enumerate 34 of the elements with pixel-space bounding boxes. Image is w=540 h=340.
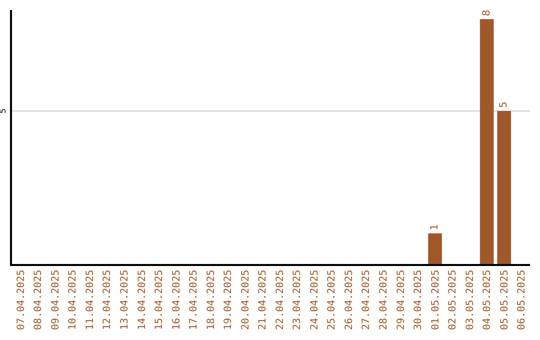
x-tick-label: 23.04.2025	[292, 270, 304, 330]
x-tick-label: 22.04.2025	[274, 270, 286, 330]
x-tick-label: 08.04.2025	[33, 270, 44, 330]
x-tick-label: 11.04.2025	[84, 270, 96, 330]
x-tick-label: 05.05.2025	[499, 270, 510, 330]
x-tick-label: 03.05.2025	[464, 270, 476, 330]
x-tick-label: 06.05.2025	[516, 270, 528, 330]
ref-line-label: 5	[0, 108, 8, 114]
data-label: 1	[430, 224, 441, 230]
x-tick-label: 18.04.2025	[206, 270, 217, 330]
x-tick-label: 21.04.2025	[258, 270, 269, 330]
x-tick-label: 02.05.2025	[448, 270, 459, 330]
x-tick-label: 17.04.2025	[188, 270, 200, 330]
x-tick-label: 04.05.2025	[482, 270, 494, 330]
x-tick-label: 09.04.2025	[50, 270, 62, 330]
x-tick-label: 26.04.2025	[344, 270, 355, 330]
x-tick-label: 27.04.2025	[361, 270, 372, 330]
x-tick-label: 19.04.2025	[223, 270, 234, 330]
x-tick-label: 29.04.2025	[396, 270, 407, 330]
x-tick-label: 24.04.2025	[309, 270, 320, 330]
x-tick-label: 20.04.2025	[240, 270, 252, 330]
x-tick-label: 12.04.2025	[102, 270, 114, 330]
x-tick-label: 25.04.2025	[326, 270, 338, 330]
x-tick-label: 07.04.2025	[16, 270, 27, 330]
x-tick-label: 15.04.2025	[154, 270, 166, 330]
x-tick-label: 16.04.2025	[171, 270, 182, 330]
x-tick-label: 13.04.2025	[119, 270, 130, 330]
x-tick-label: 28.04.2025	[378, 270, 390, 330]
x-tick-label: 30.04.2025	[413, 270, 424, 330]
data-label: 8	[481, 10, 492, 16]
data-label: 5	[498, 102, 510, 108]
x-tick-label: 01.05.2025	[430, 270, 442, 330]
x-tick-label: 10.04.2025	[68, 270, 79, 330]
x-tick-label: 14.04.2025	[136, 270, 148, 330]
